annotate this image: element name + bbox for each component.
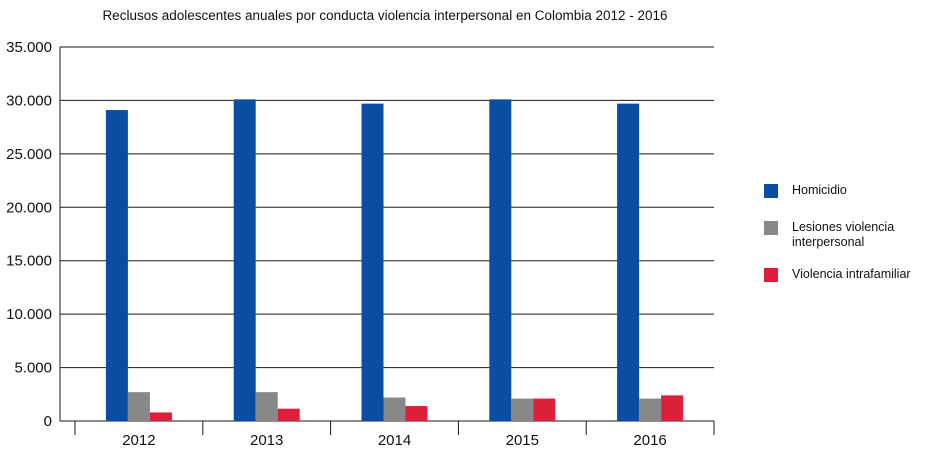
y-tick-label: 30.000 bbox=[6, 92, 52, 109]
bar-2013-series-2 bbox=[255, 392, 278, 421]
bar-2014-series-2 bbox=[383, 397, 406, 421]
legend-label: Lesiones violencia interpersonal bbox=[792, 220, 895, 249]
y-tick-label: 0 bbox=[44, 413, 52, 430]
legend-swatch bbox=[764, 221, 778, 235]
x-tick-label: 2013 bbox=[250, 432, 283, 449]
bar-2012-series-3 bbox=[149, 412, 172, 421]
y-tick-label: 15.000 bbox=[6, 253, 52, 270]
y-tick-label: 20.000 bbox=[6, 199, 52, 216]
x-tick-label: 2016 bbox=[633, 432, 666, 449]
legend-item: Violencia intrafamiliar bbox=[764, 267, 927, 282]
legend-label: Homicidio bbox=[792, 183, 847, 197]
x-tick-label: 2012 bbox=[122, 432, 155, 449]
legend-item: Homicidio bbox=[764, 183, 927, 198]
bar-2013-series-3 bbox=[277, 408, 300, 421]
y-tick-label: 25.000 bbox=[6, 146, 52, 163]
x-tick-label: 2015 bbox=[506, 432, 539, 449]
y-tick-label: 35.000 bbox=[6, 39, 52, 56]
x-tick-label: 2014 bbox=[378, 432, 411, 449]
bar-2015-series-3 bbox=[533, 398, 556, 421]
bar-2016-series-3 bbox=[661, 395, 684, 421]
bar-2013-series-1 bbox=[233, 99, 256, 422]
bar-2015-series-2 bbox=[511, 398, 534, 421]
chart-title: Reclusos adolescentes anuales por conduc… bbox=[102, 8, 668, 23]
legend-swatch bbox=[764, 184, 778, 198]
bar-2012-series-1 bbox=[105, 110, 128, 421]
legend-item: Lesiones violencia interpersonal bbox=[764, 220, 927, 250]
y-tick-label: 10.000 bbox=[6, 306, 52, 323]
bar-2015-series-1 bbox=[489, 99, 512, 422]
legend-label: Violencia intrafamiliar bbox=[792, 267, 911, 281]
bar-2012-series-2 bbox=[127, 392, 150, 421]
bar-2016-series-2 bbox=[639, 398, 662, 421]
bar-2016-series-1 bbox=[617, 103, 640, 422]
legend-swatch bbox=[764, 268, 778, 282]
legend: Homicidio Lesiones violencia interpersona… bbox=[764, 183, 927, 282]
y-tick-label: 5.000 bbox=[14, 360, 52, 377]
bar-2014-series-3 bbox=[405, 406, 428, 421]
bar-2014-series-1 bbox=[361, 103, 384, 422]
